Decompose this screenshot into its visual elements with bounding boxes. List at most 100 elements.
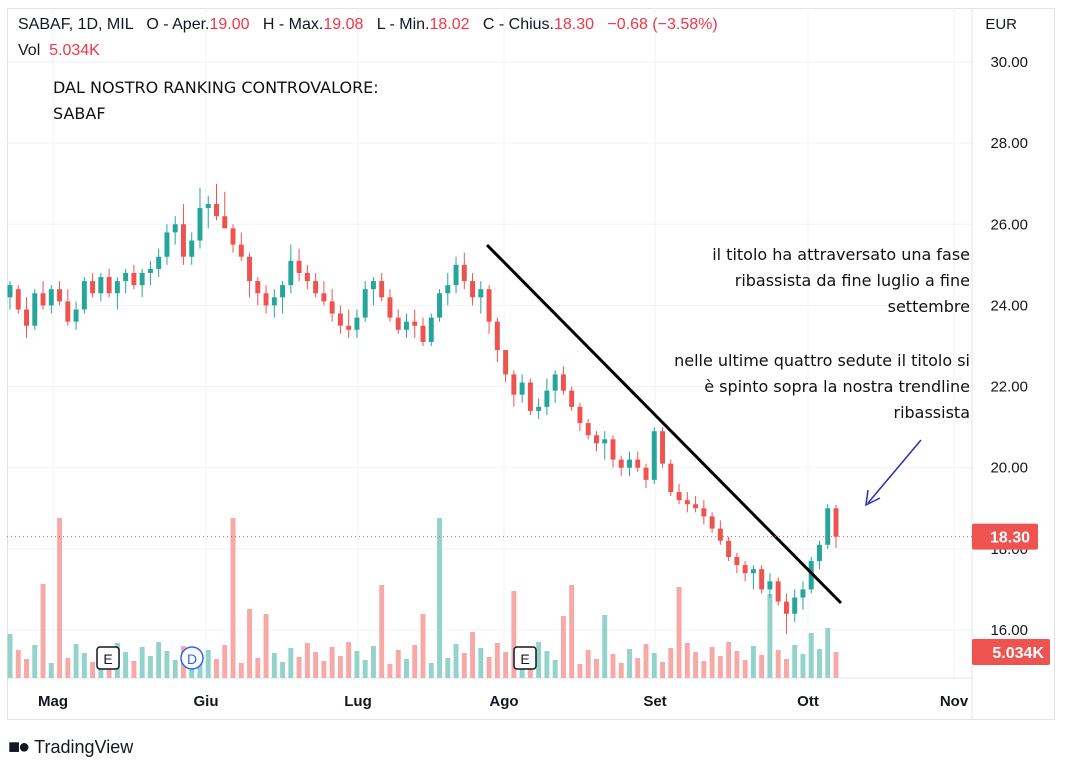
volume-bar [643,644,649,678]
candle-body [651,431,657,480]
volume-bar [635,658,641,678]
open-value: 19.00 [209,16,250,33]
candle-body [280,285,286,298]
candle-body [296,260,302,273]
candle-body [304,272,310,282]
volume-bar [693,652,699,678]
volume-bar [73,644,79,678]
volume-bar [90,662,96,678]
volume-bar [833,652,839,678]
arrow-head-icon [865,489,881,507]
volume-bar [445,658,451,678]
candle-body [147,268,153,273]
close-value: 18.30 [553,16,595,33]
candle-body [734,556,740,566]
candle-body [775,581,781,602]
candle-body [238,244,244,257]
candle-body [222,216,228,229]
symbol-label: SABAF, 1D, MIL [18,16,133,33]
low-label: L - Min. [376,16,430,33]
volume-bar [437,518,442,678]
candle-body [817,544,822,562]
ranking-note: DAL NOSTRO RANKING CONTROVALORE: SABAF [53,75,379,127]
volume-bar [304,643,310,678]
candle-body [742,565,748,574]
volume-bar [32,645,38,678]
last-price-badge [972,523,1038,550]
volume-badge [972,639,1050,665]
candle-body [288,260,294,286]
volume-bar [470,632,476,678]
candle-body [123,272,129,282]
event-marker-label: E [520,651,529,667]
candle-body [189,240,195,257]
candle-body [205,204,211,209]
candle-body [255,281,261,294]
volume-bar [660,662,666,678]
candle-body [214,204,219,217]
currency-label: EUR [985,16,1017,33]
volume-label: Vol [18,42,41,59]
volume-bar [139,647,145,678]
volume-bar [296,657,302,678]
volume-bar [395,650,401,678]
candle-body [98,277,104,294]
phase-line-1: il titolo ha attraversato una fase [712,245,970,264]
volume-bar [156,642,162,678]
phase-note: il titolo ha attraversato una fase ribas… [712,242,970,320]
candle-body [40,293,46,306]
volume-bar [7,634,13,678]
candle-body [709,516,715,529]
y-tick-label: 30.00 [990,54,1028,71]
candle-body [643,467,649,480]
candle-body [792,597,798,614]
volume-bar [420,614,426,678]
candle-body [503,350,509,375]
volume-bar [131,661,137,678]
brand-name: TradingView [34,737,134,757]
candle-body [668,463,674,493]
volume-bar [271,653,277,678]
volume-bar [81,653,87,678]
candle-body [57,289,63,302]
candle-body [519,382,525,395]
volume-bar [147,656,153,678]
volume-bar [404,659,409,678]
candle-body [180,224,186,257]
candle-body [800,589,806,598]
volume-bar [123,652,129,678]
volume-bar [255,658,261,678]
last-price-label: 18.30 [990,530,1030,547]
x-tick-label: Ott [797,693,819,710]
volume-bar [585,650,591,678]
volume-bar [280,662,286,678]
volume-bar [478,648,484,678]
candle-body [701,508,707,517]
tradingview-logo[interactable]: ■● TradingView [8,736,133,759]
candle-body [90,281,96,294]
candle-body [379,281,385,298]
candle-body [139,272,145,286]
candle-body [602,439,608,444]
candle-body [478,289,484,298]
candle-body [230,228,236,245]
candle-body [627,459,632,468]
high-value: 19.08 [323,16,364,33]
volume-bar [164,651,170,678]
dividend-marker-icon [180,646,204,670]
candle-body [767,581,773,590]
arrow-shaft [867,439,922,504]
breakout-line-1: nelle ultime quattro sedute il titolo si [674,351,970,370]
candle-body [552,374,558,391]
candle-body [660,431,666,464]
volume-bar [750,646,756,678]
candle-body [750,569,756,574]
volume-bar [428,663,434,678]
chart-frame[interactable] [7,8,1055,720]
candle-body [81,281,87,310]
volume-bar [321,661,327,678]
candle-body [684,500,690,505]
candle-body [618,459,624,468]
volume-bar [247,609,253,678]
